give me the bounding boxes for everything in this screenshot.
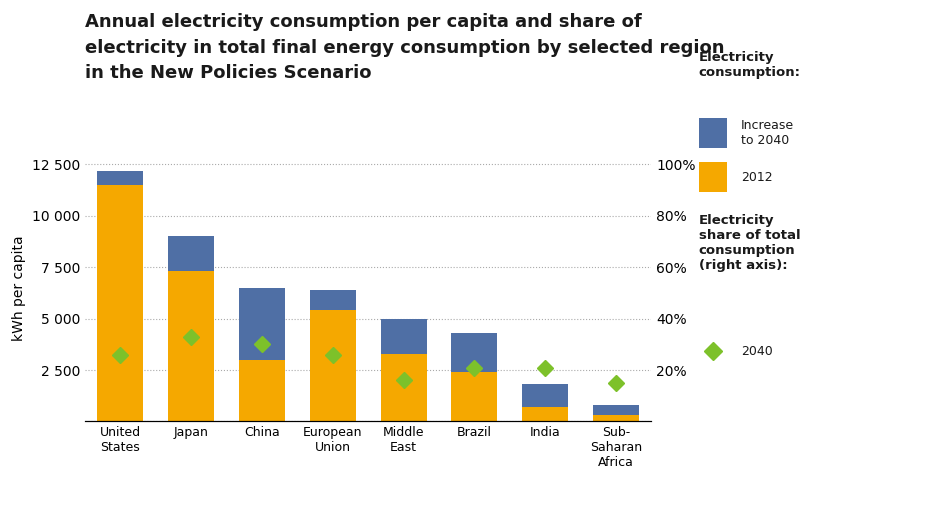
Bar	[699, 118, 727, 148]
Y-axis label: kWh per capita: kWh per capita	[12, 235, 26, 341]
Bar	[522, 384, 568, 407]
Text: Electricity
share of total
consumption
(right axis):: Electricity share of total consumption (…	[699, 214, 801, 272]
Text: Increase
to 2040: Increase to 2040	[741, 119, 794, 147]
Bar	[593, 415, 639, 421]
Bar	[168, 271, 214, 421]
Text: Electricity
consumption:: Electricity consumption:	[699, 51, 801, 79]
Text: 2012: 2012	[741, 171, 773, 183]
Bar	[380, 354, 427, 421]
Bar	[699, 162, 727, 192]
Bar	[310, 310, 356, 421]
Text: Annual electricity consumption per capita and share of: Annual electricity consumption per capit…	[85, 13, 642, 31]
Text: in the New Policies Scenario: in the New Policies Scenario	[85, 64, 371, 82]
Bar	[239, 360, 285, 421]
Bar	[380, 319, 427, 354]
Bar	[593, 405, 639, 415]
Bar	[168, 236, 214, 271]
Bar	[97, 171, 143, 185]
Bar	[451, 333, 497, 372]
Bar	[522, 407, 568, 421]
Text: electricity in total final energy consumption by selected region: electricity in total final energy consum…	[85, 39, 724, 57]
Bar	[97, 185, 143, 421]
Bar	[451, 372, 497, 421]
Text: 2040: 2040	[741, 345, 773, 358]
Bar	[239, 288, 285, 360]
Bar	[310, 290, 356, 310]
